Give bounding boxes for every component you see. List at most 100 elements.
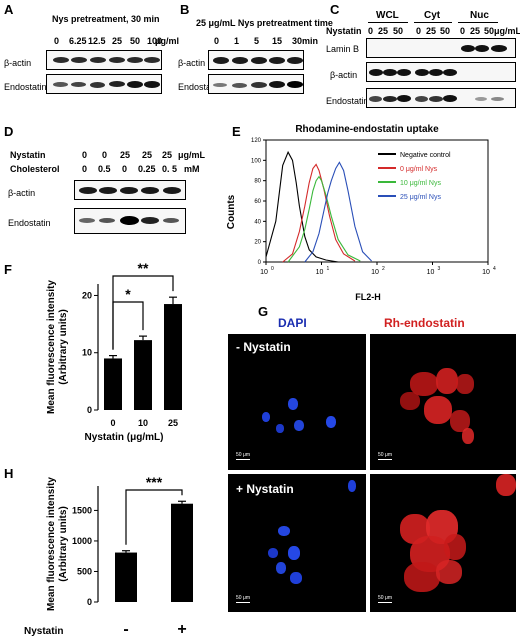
panel-D-cholesterol-label: Cholesterol [10,164,60,174]
x-tick-label: 10 [316,269,324,276]
cholesterol-value: 0 [122,164,128,174]
time-label: 0 [214,36,220,46]
blot-row-label: Endostatin [4,82,47,92]
panel-D-nystatin-label: Nystatin [10,150,46,160]
y-tick-label: 10 [82,348,92,358]
bar [104,358,122,410]
legend-label: 25 μg/ml Nys [400,194,441,201]
cholesterol-value: 0.5 [98,164,111,174]
y-tick-label: 80 [254,179,261,185]
panel-E-letter: E [232,124,241,139]
conc-label: 25 [470,26,481,36]
y-tick-label: 40 [254,219,261,225]
y-tick-label: 0 [258,260,262,266]
y-tick-label: 0 [87,597,92,607]
x-tick-label: - [123,621,128,638]
blot-row-label: β-actin [330,70,358,80]
blot-row-label: Lamin B [326,44,360,54]
y-tick-label: 500 [77,566,92,576]
y-tick-label: 0 [87,405,92,415]
scale-label: 50 μm [236,452,250,458]
blot-row-label: β-actin [8,188,36,198]
col-rh-label: Rh-endostatin [384,316,465,330]
conc-label: 25 [378,26,389,36]
nystatin-value: 25 [162,150,173,160]
panel-C-letter: C [330,2,340,17]
panel-C-unit: μg/mL [494,26,520,36]
cholesterol-value: 0. 5 [162,164,178,174]
significance-bracket [112,275,174,350]
col-dapi-label: DAPI [278,316,307,330]
series-line [282,163,356,263]
x-tick-label: 10 [138,418,148,428]
x-tick-label: 10 [371,269,379,276]
series-line [265,150,339,263]
x-tick-exponent: 1 [327,266,330,272]
bar-chart-F: 0 10 20 Mean fluorescence intensity(Arbitra… [46,262,182,443]
conc-label: 0 [54,36,60,46]
blot-row-label: Endostatin [178,82,221,92]
blot-row-label: Endostatin [326,96,369,106]
nystatin-value: 0 [102,150,108,160]
time-label: 1 [234,36,240,46]
panel-A-letter: A [4,2,14,17]
bar [171,503,193,602]
legend-label: 10 μg/ml Nys [400,180,441,187]
y-tick-label: 20 [254,240,261,246]
blot-A-endostatin [46,74,162,94]
panel-A-title: Nys pretreatment, 30 min [52,14,160,24]
bar [115,552,137,602]
significance-label: *** [146,474,163,490]
micro-dapi-plus: + Nystatin 50 μm [228,474,366,612]
group-label: Nuc [470,10,489,21]
y-axis-label: Counts [226,194,237,229]
time-label: 5 [254,36,260,46]
x-tick-label: + [177,621,186,638]
y-tick-label: 1500 [72,505,92,515]
blot-D-actin [74,180,186,200]
panel-D-letter: D [4,124,14,139]
significance-bracket [125,489,183,545]
x-tick-exponent: 4 [493,266,496,272]
plot-frame [265,139,489,263]
conc-label: 50 [130,36,141,46]
panel-B-title: 25 μg/mL Nys pretreatment time [196,18,333,28]
micro-rh-plus: 50 μm [370,474,516,612]
panel-A-unit: μg/ml [155,36,180,46]
cholesterol-value: 0 [82,164,88,174]
blot-row-label: β-actin [178,58,206,68]
significance-label: ** [138,262,149,276]
x-tick-label: 10 [260,269,268,276]
panel-D-cholesterol-unit: mM [184,164,200,174]
x-axis-label: FL2-H [355,292,381,302]
scale-label: 50 μm [378,595,392,601]
blot-row-label: β-actin [4,58,32,68]
row-label-minus: - Nystatin [236,340,291,354]
conc-label: 0 [368,26,374,36]
panel-D-nystatin-unit: μg/mL [178,150,206,160]
conc-label: 25 [426,26,437,36]
scale-label: 50 μm [378,452,392,458]
y-axis-label: Mean fluorescence intensity(Arbitrary un… [46,280,69,414]
cholesterol-value: 0.25 [138,164,156,174]
panel-C-nystatin-label: Nystatin [326,26,362,36]
y-tick-label: 100 [251,158,262,164]
y-tick-label: 20 [82,290,92,300]
y-tick-label: 1000 [72,536,92,546]
significance-label: * [125,286,131,302]
conc-label: 12.5 [88,36,106,46]
conc-label: 6.25 [69,36,87,46]
conc-label: 0 [460,26,466,36]
x-tick-exponent: 0 [271,266,274,272]
blot-C-actin [366,62,516,82]
panel-B-unit: min [302,36,319,46]
panel-F-letter: F [4,262,12,277]
bar [164,304,182,410]
conc-label: 0 [416,26,422,36]
series-line [304,161,372,263]
panel-H-letter: H [4,466,14,481]
y-axis-label: Mean fluorescence intensity(Arbitrary un… [46,477,69,611]
conc-label: 50 [440,26,451,36]
micro-rh-minus: 50 μm [370,334,516,470]
